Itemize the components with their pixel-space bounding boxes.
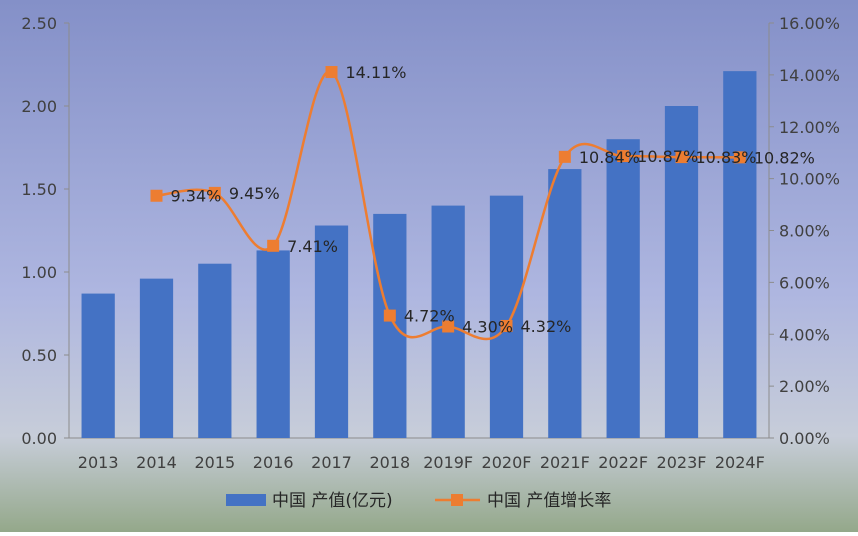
growth-point <box>442 320 455 333</box>
y-left-tick-label: 2.00 <box>21 97 57 116</box>
data-label: 7.41% <box>287 237 338 256</box>
bar <box>139 278 174 438</box>
x-tick-label: 2020F <box>482 453 532 472</box>
data-label: 10.82% <box>754 148 815 167</box>
y-right-tick-label: 2.00% <box>779 377 830 396</box>
bar <box>489 195 524 438</box>
x-tick-label: 2024F <box>715 453 765 472</box>
y-left-tick-label: 0.50 <box>21 346 57 365</box>
bar <box>198 263 232 438</box>
x-tick-label: 2019F <box>423 453 473 472</box>
x-tick-label: 2018 <box>369 453 410 472</box>
legend-label-line: 中国 产值增长率 <box>487 491 611 511</box>
legend-swatch-bar <box>226 494 266 506</box>
data-label: 10.83% <box>696 148 757 167</box>
bar <box>606 139 640 438</box>
legend-label-bar: 中国 产值(亿元) <box>272 491 393 511</box>
growth-point <box>617 150 630 163</box>
y-right-tick-label: 16.00% <box>779 14 840 33</box>
bar <box>548 169 582 438</box>
data-label: 10.84% <box>579 148 640 167</box>
bar <box>373 213 407 438</box>
x-tick-label: 2021F <box>540 453 590 472</box>
y-right-tick-label: 6.00% <box>779 273 830 292</box>
y-right-tick-label: 8.00% <box>779 222 830 241</box>
bar <box>256 250 290 438</box>
x-tick-label: 2013 <box>78 453 119 472</box>
bar <box>723 71 757 438</box>
y-right-tick-label: 12.00% <box>779 118 840 137</box>
y-right-tick-label: 0.00% <box>779 429 830 448</box>
x-tick-label: 2017 <box>311 453 352 472</box>
bar <box>314 225 349 438</box>
x-tick-label: 2016 <box>253 453 294 472</box>
growth-point <box>383 309 396 322</box>
growth-point <box>208 186 221 199</box>
y-right-tick-label: 10.00% <box>779 170 840 189</box>
y-left-tick-label: 1.00 <box>21 263 57 282</box>
x-tick-label: 2023F <box>657 453 707 472</box>
growth-point <box>150 189 163 202</box>
y-right-tick-label: 4.00% <box>779 325 830 344</box>
data-label: 10.87% <box>637 147 698 166</box>
x-tick-label: 2022F <box>598 453 648 472</box>
growth-point <box>325 66 338 79</box>
y-left-tick-label: 0.00 <box>21 429 57 448</box>
growth-point <box>558 150 571 163</box>
x-tick-label: 2014 <box>136 453 177 472</box>
growth-point <box>675 151 688 164</box>
growth-point <box>267 239 280 252</box>
legend-swatch-marker <box>451 494 463 506</box>
x-tick-label: 2015 <box>194 453 235 472</box>
data-label: 4.72% <box>404 307 455 326</box>
data-label: 9.45% <box>229 184 280 203</box>
growth-point <box>500 319 513 332</box>
y-left-tick-label: 1.50 <box>21 180 57 199</box>
growth-point <box>733 151 746 164</box>
data-label: 14.11% <box>346 63 407 82</box>
data-label: 9.34% <box>171 187 222 206</box>
data-label: 4.32% <box>521 317 572 336</box>
y-right-tick-label: 14.00% <box>779 66 840 85</box>
y-left-tick-label: 2.50 <box>21 14 57 33</box>
bar <box>81 293 115 438</box>
data-label: 4.30% <box>462 317 513 336</box>
